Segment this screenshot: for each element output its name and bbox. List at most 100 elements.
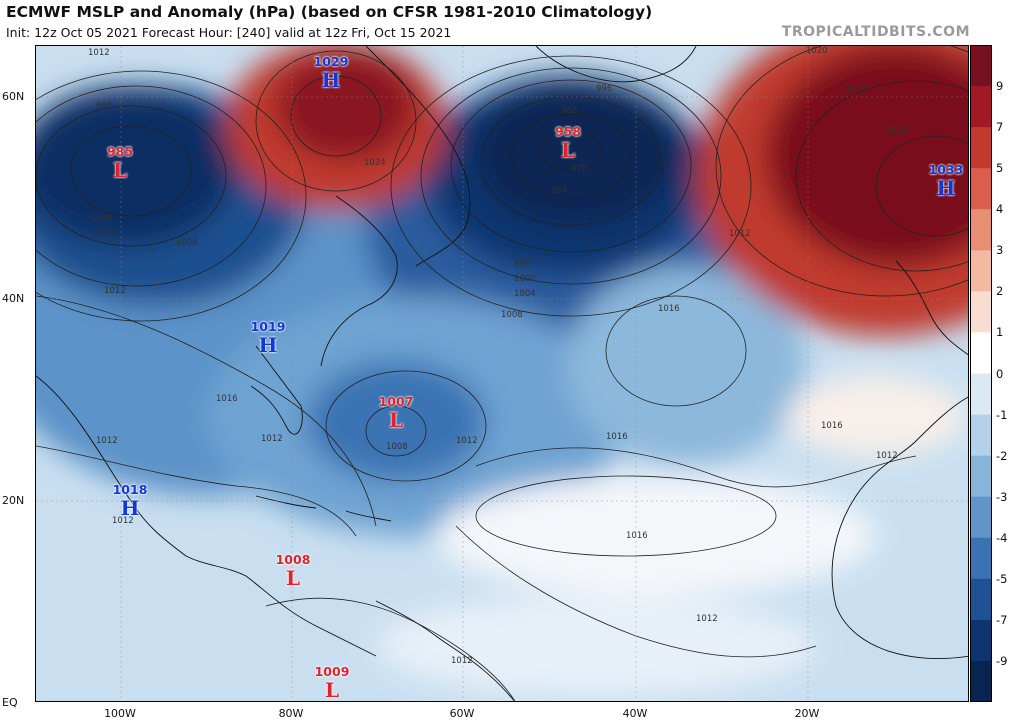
isobar-label: 1016 xyxy=(821,421,843,431)
colorbar-swatch xyxy=(970,660,992,702)
colorbar-tick-label: 4 xyxy=(996,202,1004,217)
pressure-value: 1007 xyxy=(378,394,414,409)
colorbar-tick-label: -2 xyxy=(996,448,1008,463)
isobars xyxy=(36,46,968,701)
pressure-value: 1018 xyxy=(112,482,148,497)
colorbar-border xyxy=(970,45,992,702)
graticule xyxy=(36,46,968,701)
isobar-label: 1000 xyxy=(91,214,113,224)
coastlines xyxy=(36,46,968,701)
colorbar-swatch xyxy=(970,373,992,416)
pressure-letter: L xyxy=(388,407,404,432)
colorbar-tick-label: 3 xyxy=(996,243,1004,258)
lon-label-60w: 60W xyxy=(449,707,475,720)
isobar-label: 1012 xyxy=(696,614,718,624)
isobar-label: 1016 xyxy=(658,304,680,314)
high-pressure-center-1029: 1029 H xyxy=(313,54,349,92)
map-title: ECMWF MSLP and Anomaly (hPa) (based on C… xyxy=(6,3,653,21)
lon-label-100w: 100W xyxy=(104,707,136,720)
isobar-label: 1004 xyxy=(96,228,118,238)
isobar-label: 988 xyxy=(561,106,578,116)
low-pressure-center-958: 958 L xyxy=(554,124,582,162)
isobar-label: 996 xyxy=(96,101,113,111)
high-pressure-center-1019: 1019 H xyxy=(250,319,286,357)
pressure-letter: H xyxy=(258,332,278,357)
colorbar-swatch xyxy=(970,127,992,169)
isobar-label: 1016 xyxy=(626,531,648,541)
pressure-value: 1019 xyxy=(250,319,286,334)
lat-label-60n: 60N xyxy=(2,90,25,103)
site-credit: TROPICALTIDBITS.COM xyxy=(781,24,970,40)
low-pressure-center-1008: 1008 L xyxy=(275,552,311,587)
colorbar-swatch xyxy=(970,619,992,662)
colorbar-swatch xyxy=(970,45,992,87)
map-subtitle: Init: 12z Oct 05 2021 Forecast Hour: [24… xyxy=(6,25,452,40)
colorbar-swatch xyxy=(970,332,992,374)
map-canvas xyxy=(36,46,968,701)
colorbar-swatch xyxy=(970,537,992,580)
colorbar-tick-label: 1 xyxy=(996,325,1004,340)
colorbar-tick-label: 2 xyxy=(996,284,1004,299)
colorbar-tick-label: -1 xyxy=(996,407,1008,422)
isobar-label: 996 xyxy=(596,84,613,94)
isobar-label: 984 xyxy=(551,186,568,196)
map-panel: 1012 996 1000 1004 1008 1024 996 988 970 984 996 10… xyxy=(35,45,969,702)
colorbar-tick-label: -5 xyxy=(996,571,1008,586)
colorbar-swatch xyxy=(970,578,992,621)
isobar-label: 1012 xyxy=(88,48,110,58)
colorbar-swatch xyxy=(970,250,992,292)
colorbar-swatch xyxy=(970,496,992,539)
colorbar-tick-label: -7 xyxy=(996,612,1008,627)
isobar-label: 1000 xyxy=(514,274,536,284)
pressure-value: 1009 xyxy=(314,664,350,679)
colorbar-swatch xyxy=(970,86,992,128)
pressure-value: 1008 xyxy=(275,552,311,567)
low-pressure-center-1009: 1009 L xyxy=(314,664,350,699)
pressure-value: 1029 xyxy=(313,54,349,69)
colorbar-tick-label: 0 xyxy=(996,366,1004,381)
colorbar-tick-label: 9 xyxy=(996,79,1004,94)
low-pressure-center-985: 985 L xyxy=(106,144,134,182)
lat-label-20n: 20N xyxy=(2,494,25,507)
isobar-label: 1008 xyxy=(386,442,408,452)
lon-label-40w: 40W xyxy=(622,707,648,720)
lat-label-40n: 40N xyxy=(2,292,25,305)
lon-label-20w: 20W xyxy=(794,707,820,720)
colorbar-swatch xyxy=(970,414,992,457)
high-pressure-center-1033: 1033 H xyxy=(928,162,964,200)
isobar-label: 1008 xyxy=(501,310,523,320)
colorbar-swatch xyxy=(970,168,992,210)
isobar-label: 1012 xyxy=(729,229,751,239)
isobar-label: 970 xyxy=(571,164,588,174)
pressure-value: 1033 xyxy=(928,162,964,177)
pressure-letter: L xyxy=(560,137,576,162)
isobar-label: 1004 xyxy=(514,289,536,299)
pressure-value: 985 xyxy=(106,144,134,159)
colorbar-tick-label: -4 xyxy=(996,530,1008,545)
lon-label-80w: 80W xyxy=(278,707,304,720)
isobar-label: 996 xyxy=(514,259,531,269)
colorbar-tick-label: 5 xyxy=(996,161,1004,176)
pressure-letter: H xyxy=(321,67,341,92)
isobar-label: 1012 xyxy=(451,656,473,666)
high-pressure-center-1018: 1018 H xyxy=(112,482,148,520)
colorbar-swatch xyxy=(970,209,992,251)
isobar-label: 1024 xyxy=(364,158,386,168)
colorbar-swatch xyxy=(970,455,992,498)
isobar-label: 1012 xyxy=(104,286,126,296)
colorbar-tick-label: -9 xyxy=(996,653,1008,668)
pressure-letter: H xyxy=(120,495,140,520)
isobar-label: 1012 xyxy=(261,434,283,444)
pressure-letter: L xyxy=(112,157,128,182)
lat-label-eq: EQ xyxy=(2,696,18,709)
isobar-label: 1012 xyxy=(876,451,898,461)
low-pressure-center-1007: 1007 L xyxy=(378,394,414,432)
isobar-label: 1016 xyxy=(606,432,628,442)
isobar-label: 1016 xyxy=(216,394,238,404)
isobar-label: 1012 xyxy=(96,436,118,446)
pressure-value: 958 xyxy=(554,124,582,139)
pressure-letter: H xyxy=(936,175,956,200)
isobar-label: 1012 xyxy=(112,516,134,526)
isobar-label: 1008 xyxy=(176,238,198,248)
colorbar xyxy=(970,45,992,702)
